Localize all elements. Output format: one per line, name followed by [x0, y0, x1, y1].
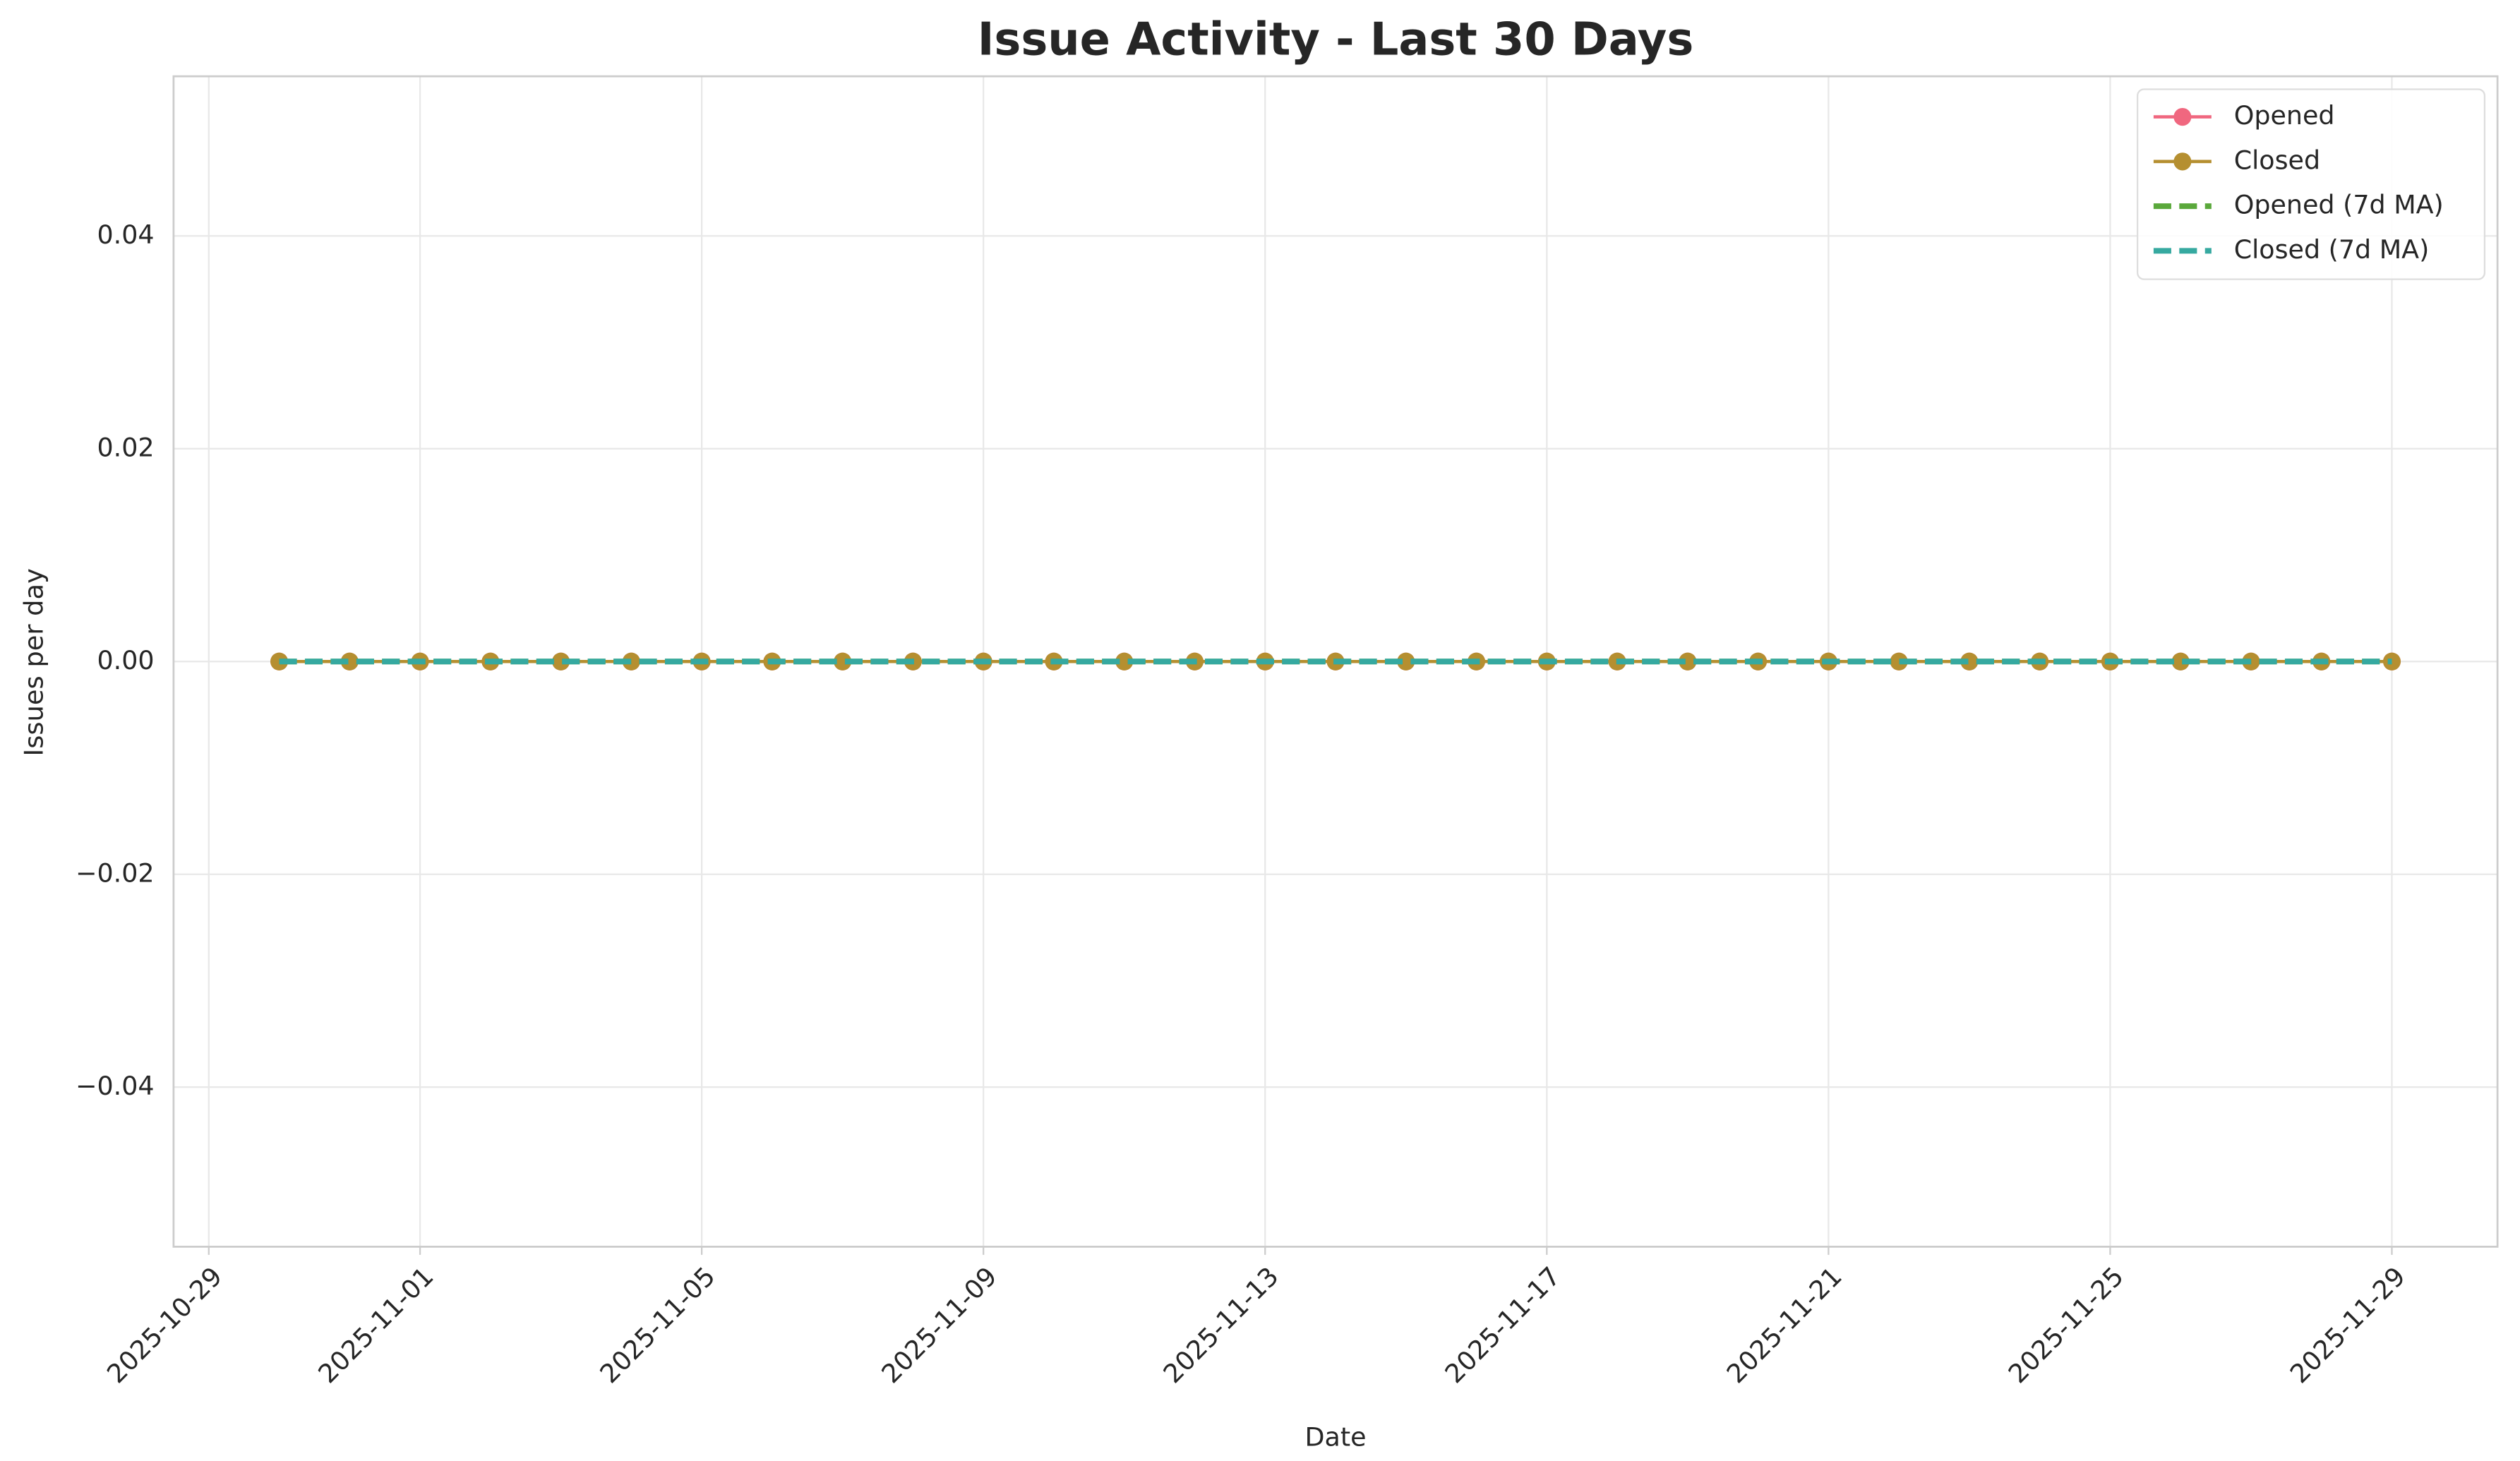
data-point [834, 652, 852, 671]
data-point [340, 652, 359, 671]
y-axis-label: Issues per day [19, 568, 49, 757]
legend-marker [2173, 152, 2192, 171]
legend-label: Closed [2234, 145, 2320, 175]
data-point [2171, 652, 2190, 671]
chart-title: Issue Activity - Last 30 Days [978, 13, 1694, 66]
y-tick-label: 0.02 [97, 432, 154, 462]
data-point [622, 652, 640, 671]
legend-box [2136, 88, 2486, 280]
data-point [1115, 652, 1134, 671]
y-tick-label: −0.04 [76, 1071, 155, 1101]
x-tick-label: 2025-11-25 [2003, 1261, 2130, 1389]
data-point [1960, 652, 1979, 671]
x-tick-label: 2025-11-17 [1439, 1261, 1566, 1389]
data-point [1890, 652, 1908, 671]
legend-label: Opened (7d MA) [2234, 189, 2444, 220]
x-tick-label: 2025-11-05 [594, 1261, 721, 1389]
y-tick-label: −0.02 [76, 858, 155, 888]
x-tick-label: 2025-11-13 [1158, 1261, 1285, 1389]
x-axis-label: Date [1304, 1421, 1366, 1452]
legend-marker [2173, 107, 2192, 126]
x-tick-label: 2025-11-01 [313, 1261, 440, 1389]
x-tick-label: 2025-11-09 [876, 1261, 1003, 1389]
data-point [1679, 652, 1697, 671]
plot-frame [172, 75, 2499, 1248]
legend-label: Opened [2234, 100, 2335, 131]
y-tick-label: 0.04 [97, 220, 154, 250]
legend-label: Closed (7d MA) [2234, 234, 2430, 265]
x-tick-label: 2025-10-29 [101, 1261, 228, 1389]
data-point [552, 652, 570, 671]
data-point [1397, 652, 1415, 671]
y-tick-label: 0.00 [97, 645, 154, 675]
x-tick-label: 2025-11-29 [2284, 1261, 2411, 1389]
x-tick-label: 2025-11-21 [1721, 1261, 1848, 1389]
